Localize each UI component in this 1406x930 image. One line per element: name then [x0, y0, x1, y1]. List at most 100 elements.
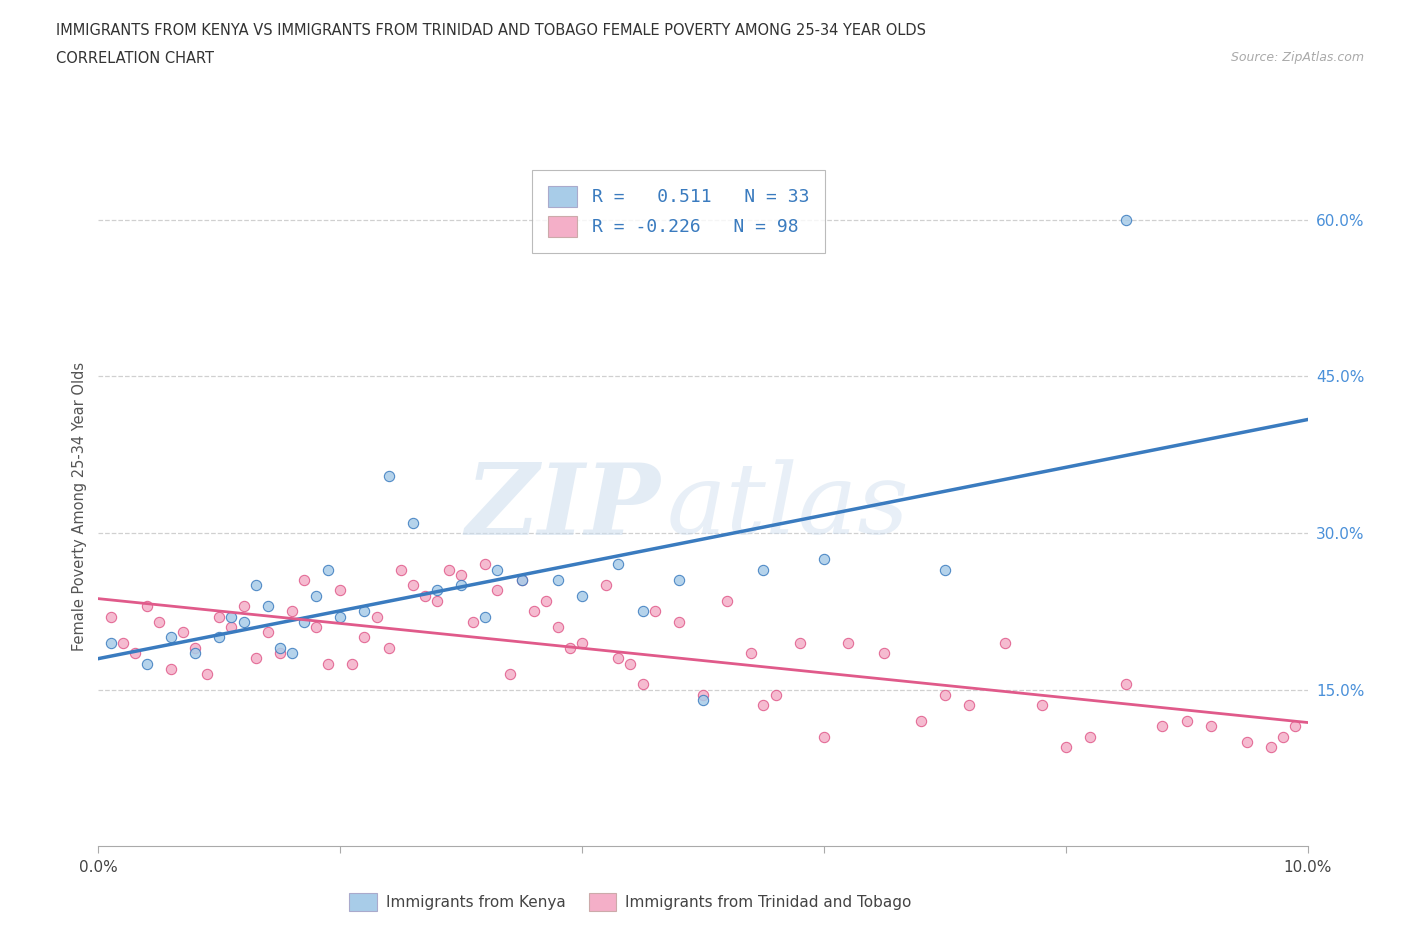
Point — [329, 583, 352, 598]
Point — [692, 687, 714, 702]
Point — [486, 583, 509, 598]
Point — [437, 562, 460, 577]
Point — [619, 656, 641, 671]
Point — [716, 593, 738, 608]
Point — [644, 604, 666, 618]
Point — [256, 625, 278, 640]
Point — [789, 635, 811, 650]
Point — [994, 635, 1017, 650]
Point — [510, 573, 533, 588]
Point — [353, 604, 375, 618]
Point — [692, 693, 714, 708]
Point — [135, 656, 157, 671]
Point — [232, 615, 254, 630]
Point — [534, 593, 557, 608]
Point — [1054, 739, 1077, 754]
Point — [377, 468, 399, 483]
Point — [837, 635, 859, 650]
Point — [934, 687, 956, 702]
Point — [486, 562, 509, 577]
Point — [292, 573, 315, 588]
Legend: Immigrants from Kenya, Immigrants from Trinidad and Tobago: Immigrants from Kenya, Immigrants from T… — [343, 887, 918, 917]
Text: Source: ZipAtlas.com: Source: ZipAtlas.com — [1230, 51, 1364, 64]
Point — [873, 645, 896, 660]
Point — [1031, 698, 1053, 712]
Point — [124, 645, 146, 660]
Point — [450, 578, 472, 592]
Point — [607, 651, 630, 666]
Point — [752, 698, 775, 712]
Point — [957, 698, 980, 712]
Point — [595, 578, 617, 592]
Point — [547, 573, 569, 588]
Point — [389, 562, 412, 577]
Point — [474, 609, 496, 624]
Point — [571, 635, 593, 650]
Point — [148, 615, 170, 630]
Point — [208, 609, 231, 624]
Point — [474, 557, 496, 572]
Point — [402, 578, 425, 592]
Point — [498, 667, 520, 682]
Point — [305, 619, 328, 634]
Point — [1236, 735, 1258, 750]
Point — [269, 645, 291, 660]
Point — [426, 593, 449, 608]
Point — [402, 515, 425, 530]
Point — [245, 651, 267, 666]
Text: IMMIGRANTS FROM KENYA VS IMMIGRANTS FROM TRINIDAD AND TOBAGO FEMALE POVERTY AMON: IMMIGRANTS FROM KENYA VS IMMIGRANTS FROM… — [56, 23, 927, 38]
Point — [221, 619, 243, 634]
Point — [1260, 739, 1282, 754]
Point — [463, 615, 485, 630]
Point — [269, 641, 291, 656]
Point — [195, 667, 218, 682]
Point — [450, 567, 472, 582]
Point — [631, 677, 654, 692]
Point — [353, 630, 375, 644]
Point — [668, 615, 690, 630]
Point — [135, 599, 157, 614]
Point — [1115, 677, 1137, 692]
Point — [184, 641, 207, 656]
Point — [426, 583, 449, 598]
Point — [292, 615, 315, 630]
Point — [547, 619, 569, 634]
Point — [172, 625, 194, 640]
Point — [184, 645, 207, 660]
Point — [813, 729, 835, 744]
Point — [668, 573, 690, 588]
Point — [934, 562, 956, 577]
Point — [1284, 719, 1306, 734]
Point — [1175, 713, 1198, 728]
Point — [366, 609, 388, 624]
Point — [221, 609, 243, 624]
Point — [910, 713, 932, 728]
Point — [256, 599, 278, 614]
Text: ZIP: ZIP — [465, 458, 661, 555]
Point — [1078, 729, 1101, 744]
Point — [281, 604, 304, 618]
Text: CORRELATION CHART: CORRELATION CHART — [56, 51, 214, 66]
Point — [232, 599, 254, 614]
Point — [813, 551, 835, 566]
Point — [571, 588, 593, 603]
Point — [558, 641, 581, 656]
Point — [100, 635, 122, 650]
Point — [100, 609, 122, 624]
Point — [160, 661, 183, 676]
Point — [377, 641, 399, 656]
Point — [1152, 719, 1174, 734]
Point — [281, 645, 304, 660]
Point — [316, 656, 339, 671]
Point — [752, 562, 775, 577]
Point — [316, 562, 339, 577]
Point — [1199, 719, 1222, 734]
Point — [160, 630, 183, 644]
Point — [1115, 212, 1137, 227]
Point — [523, 604, 546, 618]
Point — [631, 604, 654, 618]
Y-axis label: Female Poverty Among 25-34 Year Olds: Female Poverty Among 25-34 Year Olds — [72, 363, 87, 651]
Text: atlas: atlas — [666, 459, 910, 554]
Point — [607, 557, 630, 572]
Point — [329, 609, 352, 624]
